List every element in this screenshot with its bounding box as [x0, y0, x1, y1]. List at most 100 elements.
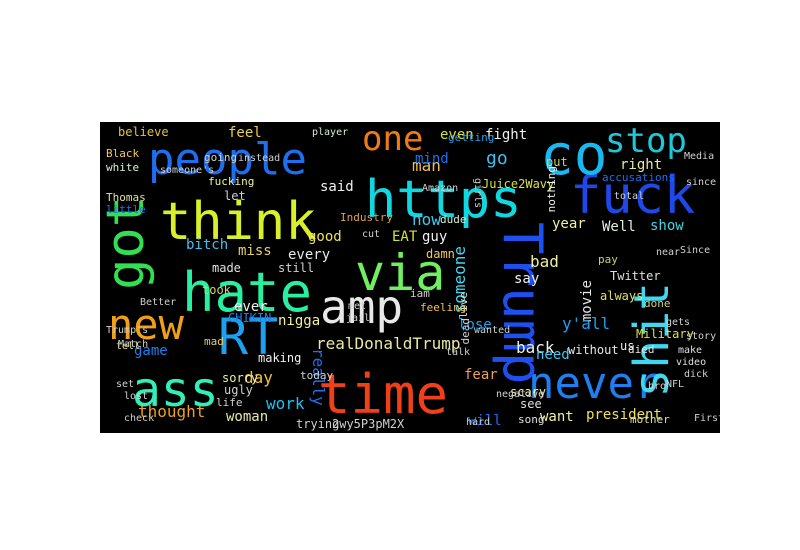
- word-40: good: [308, 229, 342, 245]
- word-3: hate: [182, 261, 313, 324]
- word-87: CHIKIN: [228, 311, 272, 325]
- word-11: new: [108, 300, 184, 349]
- word-12: RT: [218, 308, 279, 366]
- word-125: dick: [684, 369, 709, 380]
- word-92: iam: [410, 287, 430, 300]
- word-9: one: [362, 122, 424, 159]
- word-45: bitch: [186, 237, 229, 253]
- word-60: ever: [234, 299, 268, 315]
- word-53: Twitter: [610, 269, 661, 283]
- word-85: will: [468, 413, 502, 429]
- word-124: gets: [666, 317, 691, 328]
- word-41: EAT: [392, 229, 418, 245]
- word-8: stop: [605, 122, 687, 161]
- word-38: show: [650, 218, 684, 234]
- word-61: nigga: [278, 313, 321, 329]
- word-117: Since: [680, 245, 711, 256]
- word-102: tell: [116, 341, 141, 352]
- word-70: making: [258, 351, 302, 365]
- word-52: pay: [598, 253, 618, 266]
- word-29: Black: [106, 147, 140, 160]
- word-126: NFL: [666, 379, 685, 390]
- word-113: First: [694, 413, 720, 424]
- word-19: feel: [228, 125, 262, 141]
- word-106: lost: [124, 391, 149, 402]
- word-130: met: [348, 301, 367, 312]
- word-28: Juice2Wavy: [482, 177, 555, 191]
- word-35: dude: [440, 213, 467, 226]
- word-123: bro: [648, 381, 667, 392]
- word-69: today: [300, 369, 334, 382]
- word-22: fight: [485, 127, 528, 143]
- word-97: song: [518, 413, 545, 426]
- word-25: mind: [415, 151, 449, 167]
- word-100: going: [204, 151, 238, 164]
- word-39: Industry: [340, 211, 393, 224]
- word-63: dead: [459, 318, 472, 345]
- word-5: amp: [320, 280, 404, 334]
- word-27: right: [620, 157, 663, 173]
- word-64: realDonaldTrump: [316, 334, 461, 353]
- word-98: done: [644, 297, 671, 310]
- word-108: hard: [466, 417, 491, 428]
- word-120: total: [614, 191, 645, 202]
- word-73: sorry: [222, 371, 259, 385]
- word-74: ugly: [224, 383, 253, 397]
- word-14: time: [318, 363, 449, 426]
- word-6: fuck: [570, 166, 696, 226]
- word-56: always: [600, 289, 644, 303]
- word-114: video: [676, 357, 707, 368]
- word-20: player: [312, 127, 349, 138]
- word-121: instead: [238, 153, 281, 164]
- word-7: co: [540, 123, 608, 188]
- word-59: took: [202, 283, 231, 297]
- word-119: since: [686, 177, 717, 188]
- word-46: every: [288, 247, 331, 263]
- word-93: feeling: [420, 301, 467, 314]
- word-80: woman: [226, 409, 269, 425]
- word-4: via: [355, 244, 446, 302]
- word-23: man: [412, 156, 441, 175]
- word-36: year: [552, 216, 586, 232]
- word-94: Thomas: [106, 191, 146, 204]
- word-111: wanted: [474, 325, 511, 336]
- word-42: guy: [422, 229, 448, 245]
- word-66: need: [536, 347, 570, 363]
- word-24: go: [486, 148, 508, 169]
- word-72: day: [244, 368, 273, 387]
- word-104: girls: [472, 178, 483, 209]
- word-1: https: [365, 170, 522, 230]
- word-86: mother: [630, 413, 670, 426]
- word-88: without: [568, 343, 619, 357]
- word-82: president: [586, 407, 662, 423]
- word-127: cut: [362, 229, 381, 240]
- word-16: Trump: [491, 222, 554, 385]
- word-122: near: [656, 247, 681, 258]
- word-67: game: [134, 343, 168, 359]
- word-47: made: [212, 261, 241, 275]
- word-34: now: [412, 210, 441, 229]
- word-44: miss: [238, 243, 272, 259]
- word-79: thought: [138, 402, 206, 421]
- word-68: really: [309, 348, 328, 406]
- word-77: us: [620, 339, 635, 353]
- word-112: Match: [118, 339, 149, 350]
- word-78: work: [266, 394, 305, 413]
- word-103: Amazon: [422, 183, 459, 194]
- word-107: negative: [496, 389, 545, 400]
- word-51: bad: [530, 252, 559, 271]
- word-65: back: [516, 338, 555, 357]
- word-71: fear: [464, 367, 498, 383]
- word-cloud: people https think hate via amp fuck co stop one g…: [100, 122, 720, 433]
- word-105: jail: [346, 313, 371, 324]
- word-2: think: [160, 192, 317, 252]
- word-95: getting: [448, 131, 495, 144]
- word-0: people: [148, 134, 307, 185]
- word-110: Trump's: [106, 325, 149, 336]
- word-84: 2wy5P3pM2X: [332, 417, 405, 431]
- word-81: want: [540, 409, 574, 425]
- word-129: set: [116, 379, 135, 390]
- word-32: let: [224, 189, 246, 203]
- word-57: y'all: [562, 314, 611, 333]
- word-31: fucking: [208, 175, 255, 188]
